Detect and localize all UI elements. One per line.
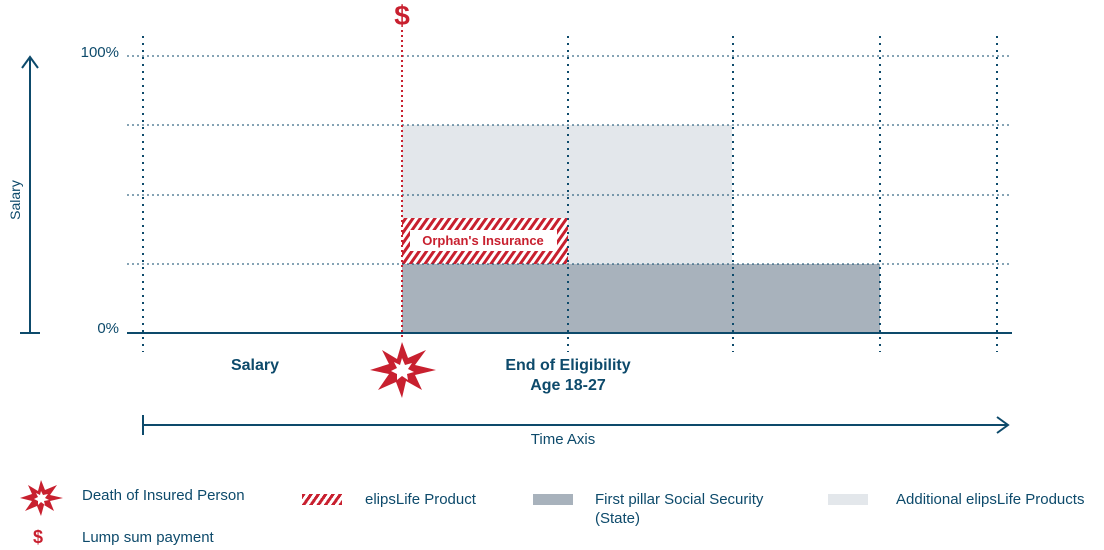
time-axis-arrow	[142, 415, 1010, 435]
legend-first-pillar: First pillar Social Security (State)	[533, 490, 763, 528]
phase-end-label-line2: Age 18-27	[530, 377, 606, 394]
pension-diagram: Orphan's Insurance $ Salary 100% 0% Sala…	[7, 0, 1012, 448]
light-swatch	[828, 494, 868, 505]
phase-end-label-line1: End of Eligibility	[505, 357, 630, 374]
orphans-insurance-label: Orphan's Insurance	[422, 233, 544, 248]
legend-death-label: Death of Insured Person	[82, 487, 245, 504]
grey-swatch	[533, 494, 573, 505]
dollar-icon: $	[32, 527, 43, 547]
phase-salary-label: Salary	[231, 357, 279, 374]
legend-lump-sum: $ Lump sum payment	[28, 528, 214, 547]
legend-additional: Additional elipsLife Products	[828, 490, 1084, 509]
legend-product-label: elipsLife Product	[365, 491, 476, 508]
y-axis-label: Salary	[7, 180, 23, 220]
hatch-swatch	[302, 494, 342, 505]
y-tick-100: 100%	[81, 44, 119, 61]
first-pillar-block	[402, 264, 880, 333]
legend-first-pillar-line2: (State)	[595, 510, 641, 527]
y-axis-arrow	[20, 55, 40, 334]
lump-sum-dollar-icon: $	[394, 0, 410, 31]
explosion-star-icon	[20, 480, 63, 516]
y-tick-0: 0%	[97, 320, 119, 337]
legend-additional-label: Additional elipsLife Products	[896, 491, 1085, 508]
legend: Death of Insured Person elipsLife Produc…	[0, 480, 1104, 550]
time-axis-label: Time Axis	[531, 431, 595, 448]
legend-lump-sum-label: Lump sum payment	[82, 529, 214, 546]
legend-death: Death of Insured Person	[18, 480, 245, 518]
legend-product: elipsLife Product	[302, 490, 476, 509]
death-explosion-star-icon	[370, 342, 436, 398]
legend-first-pillar-line1: First pillar Social Security	[595, 491, 764, 508]
orphans-insurance-label-box	[410, 230, 557, 251]
